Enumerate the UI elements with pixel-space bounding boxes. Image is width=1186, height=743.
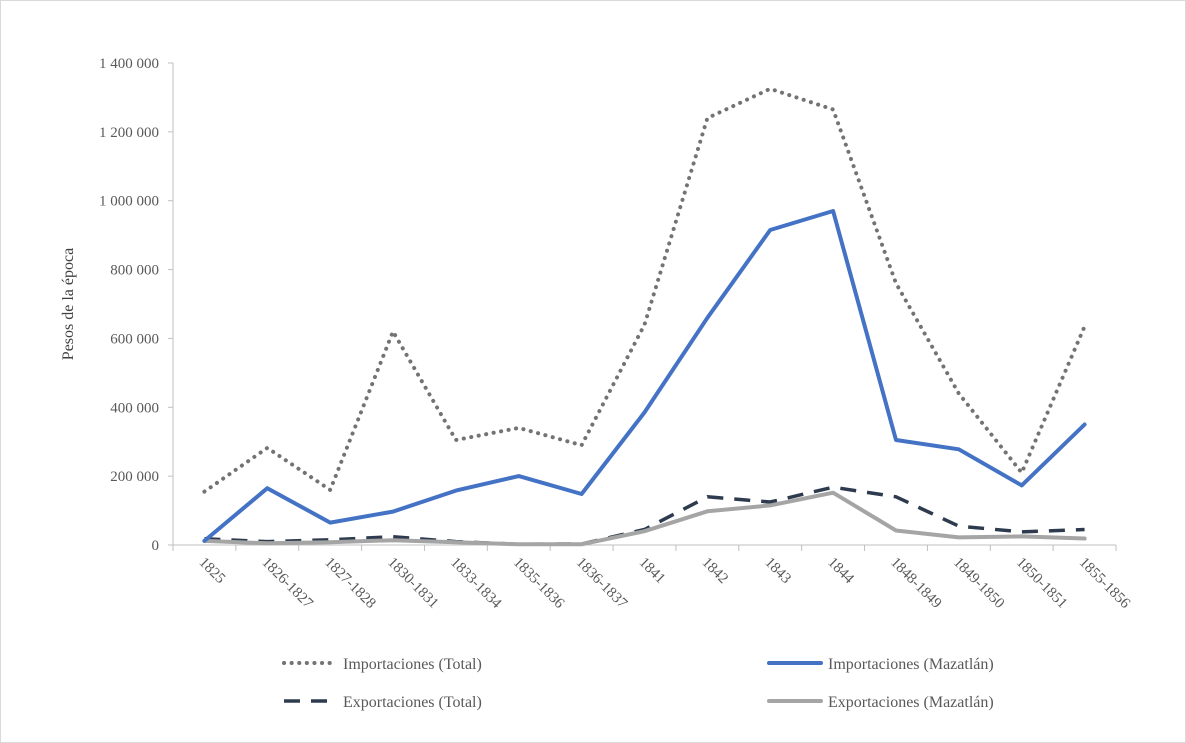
y-tick-label: 1 000 000 [99, 194, 159, 210]
y-tick-label: 800 000 [110, 263, 159, 279]
legend-label-exportaciones-total: Exportaciones (Total) [343, 694, 482, 711]
x-tick-label: 1855-1856 [1076, 555, 1134, 613]
series-line-exportaciones-mazatlan [202, 490, 1087, 547]
x-tick-label: 1830-1831 [384, 555, 441, 612]
x-tick-label: 1841 [636, 555, 669, 588]
y-tick-label: 400 000 [110, 400, 159, 416]
y-tick-label: 600 000 [110, 331, 159, 347]
legend-label-exportaciones-mazatlan: Exportaciones (Mazatlán) [828, 694, 994, 711]
y-axis-title: Pesos de la época [60, 248, 77, 360]
legend-label-importaciones-total: Importaciones (Total) [343, 656, 482, 673]
x-tick-label: 1848-1849 [887, 555, 944, 612]
x-tick-label: 1842 [699, 555, 732, 588]
x-tick-label: 1826-1827 [258, 555, 316, 613]
y-tick-label: 1 200 000 [99, 125, 159, 141]
x-tick-label: 1844 [824, 555, 857, 588]
x-tick-label: 1833-1834 [447, 555, 505, 613]
y-tick-label: 200 000 [110, 469, 159, 485]
x-tick-label: 1836-1837 [573, 555, 631, 613]
y-tick-label: 1 400 000 [99, 56, 159, 72]
y-tick-label: 0 [152, 538, 160, 554]
x-tick-label: 1827-1828 [321, 555, 378, 612]
x-tick-label: 1825 [196, 555, 229, 588]
x-tick-label: 1850-1851 [1013, 555, 1070, 612]
x-tick-label: 1849-1850 [950, 555, 1007, 612]
x-tick-label: 1835-1836 [510, 555, 568, 613]
legend-label-importaciones-mazatlan: Importaciones (Mazatlán) [828, 656, 994, 673]
series-line-importaciones-mazatlan [202, 209, 1087, 543]
series-line-importaciones-total [202, 86, 1087, 494]
legend: Importaciones (Total) Importaciones (Maza… [282, 656, 994, 711]
x-tick-label: 1843 [761, 555, 794, 588]
series-group [202, 86, 1087, 547]
